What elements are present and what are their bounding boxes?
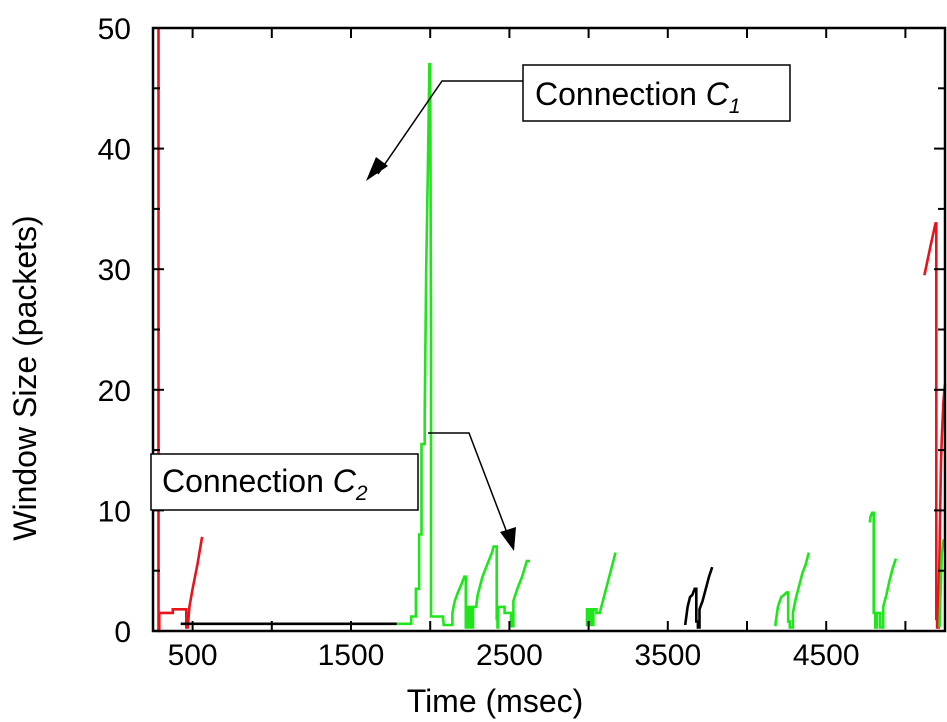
annotation-c1-subscript: 1 <box>729 95 741 118</box>
series-line-5-black <box>683 566 714 629</box>
series-line-3-green <box>396 62 530 629</box>
y-tick-label: 30 <box>98 254 131 287</box>
y-tick-label: 40 <box>98 134 131 167</box>
series-line-4-green <box>585 552 617 627</box>
series-line-8-red <box>923 222 947 629</box>
annotation-c2-arrow <box>428 432 510 539</box>
series-line-6-green <box>774 552 811 629</box>
annotation-c2-letter: C <box>333 463 357 499</box>
annotation-c1-box <box>522 64 791 122</box>
series-line-1-red <box>157 28 204 633</box>
ticks-layer <box>153 27 945 632</box>
series-line-7-green <box>868 511 898 629</box>
y-tick-label: 20 <box>98 375 131 408</box>
annotation-c1-letter: C <box>706 76 730 112</box>
y-tick-label: 10 <box>98 495 131 528</box>
x-tick-label: 500 <box>168 639 218 672</box>
annotation-c2: Connection C2 <box>150 432 516 551</box>
annotation-c2-arrowhead <box>500 527 516 551</box>
annotation-c2-label: Connection <box>162 463 333 499</box>
y-tick-label: 50 <box>98 13 131 46</box>
x-tick-label: 1500 <box>318 639 385 672</box>
annotation-c2-text: Connection C2 <box>162 463 368 505</box>
annotation-c1-arrowhead <box>366 157 388 181</box>
annotation-c1-text: Connection C1 <box>535 76 741 118</box>
x-tick-label: 4500 <box>793 639 860 672</box>
x-tick-label: 2500 <box>476 639 543 672</box>
tick-labels: 500 1500 2500 3500 4500 0 10 20 30 40 50 <box>98 13 860 672</box>
x-tick-label: 3500 <box>634 639 701 672</box>
x-axis-title: Time (msec) <box>407 683 584 719</box>
annotation-c1-label: Connection <box>535 76 706 112</box>
annotation-c1-arrow <box>377 80 523 175</box>
annotation-c2-box <box>150 453 419 511</box>
annotation-c2-subscript: 2 <box>355 482 368 505</box>
y-tick-label: 0 <box>114 616 131 649</box>
y-axis-title: Window Size (packets) <box>7 215 43 540</box>
annotation-c1: Connection C1 <box>366 64 791 181</box>
